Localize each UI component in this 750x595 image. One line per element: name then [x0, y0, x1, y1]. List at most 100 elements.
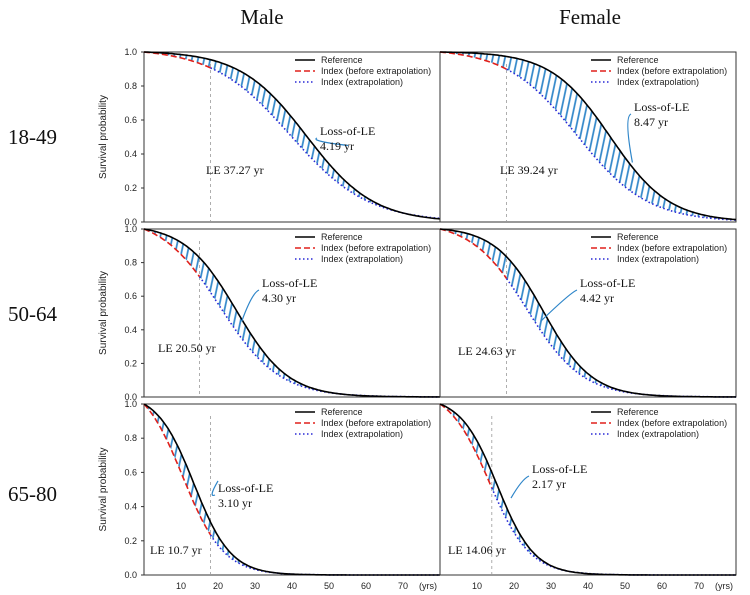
x-tick-label: 10	[176, 581, 186, 591]
panel-frame	[439, 228, 737, 398]
loss-of-le-value: 4.30 yr	[262, 291, 296, 305]
legend-label: Index (before extrapolation)	[617, 243, 727, 253]
index-before-curve	[143, 228, 201, 278]
row-title-50-64: 50-64	[8, 302, 57, 326]
legend-label: Reference	[617, 407, 659, 417]
y-tick-label: 0.4	[124, 502, 137, 512]
legend-label: Index (extrapolation)	[617, 254, 699, 264]
loss-of-le-value: 8.47 yr	[634, 115, 668, 129]
x-tick-label: 40	[287, 581, 297, 591]
panel-frame	[439, 403, 737, 576]
loss-area	[440, 229, 736, 397]
y-tick-label: 0.6	[124, 115, 137, 125]
loss-of-le-label: Loss-of-LE	[218, 481, 273, 495]
y-tick-label: 0.2	[124, 358, 137, 368]
legend-label: Reference	[321, 232, 363, 242]
loss-of-le-value: 3.10 yr	[218, 496, 252, 510]
loss-area	[144, 229, 440, 397]
y-tick-label: 0.2	[124, 536, 137, 546]
life-expectancy-label: LE 37.27 yr	[206, 163, 264, 177]
x-tick-label: 70	[694, 581, 704, 591]
loss-of-le-value: 2.17 yr	[532, 477, 566, 491]
legend-label: Index (extrapolation)	[321, 77, 403, 87]
reference-curve	[440, 51, 737, 221]
index-before-curve	[439, 51, 507, 70]
y-tick-label: 1.0	[124, 399, 137, 409]
legend-label: Index (before extrapolation)	[321, 418, 431, 428]
index-extrapolation-curve	[209, 534, 440, 576]
loss-of-le-label: Loss-of-LE	[634, 100, 689, 114]
panel-frame	[439, 51, 737, 223]
x-unit-label: (yrs)	[715, 581, 733, 591]
row-title-18-49: 18-49	[8, 125, 57, 149]
y-tick-label: 1.0	[124, 224, 137, 234]
loss-callout-line	[627, 113, 633, 163]
x-tick-label: 50	[620, 581, 630, 591]
panels-group: 0.0 0.2 0.4 0.6 0.8 1.0 Survival probability Re…	[98, 47, 737, 591]
loss-area	[440, 404, 736, 575]
legend-label: Reference	[321, 55, 363, 65]
legend-label: Reference	[321, 407, 363, 417]
x-tick-label: 10	[472, 581, 482, 591]
loss-callout-line	[211, 480, 219, 497]
y-tick-label: 0.2	[124, 183, 137, 193]
loss-area	[440, 52, 736, 221]
panel-male-65-80: 0.0 0.2 0.4 0.6 0.8 1.0 Survival probability 10…	[98, 399, 441, 591]
x-tick-label: 40	[583, 581, 593, 591]
loss-area	[144, 52, 440, 219]
index-before-curve	[143, 403, 212, 536]
index-extrapolation-curve	[506, 68, 737, 221]
legend-label: Index (before extrapolation)	[321, 243, 431, 253]
loss-of-le-value: 4.42 yr	[580, 291, 614, 305]
legend-label: Index (before extrapolation)	[321, 66, 431, 76]
y-tick-label: 0.6	[124, 467, 137, 477]
loss-of-le-label: Loss-of-LE	[532, 462, 587, 476]
y-tick-label: 0.8	[124, 433, 137, 443]
x-unit-label: (yrs)	[419, 581, 437, 591]
legend-label: Index (extrapolation)	[321, 429, 403, 439]
reference-curve	[143, 228, 440, 398]
loss-callout-line	[510, 475, 530, 499]
reference-curve	[143, 403, 440, 576]
x-tick-label: 60	[361, 581, 371, 591]
reference-curve	[143, 51, 441, 220]
index-before-curve	[439, 228, 508, 280]
y-tick-label: 0.4	[124, 149, 137, 159]
loss-of-le-label: Loss-of-LE	[320, 124, 375, 138]
loss-callout-line	[241, 289, 260, 322]
life-expectancy-label: LE 14.06 yr	[448, 543, 506, 557]
x-tick-label: 20	[509, 581, 519, 591]
index-extrapolation-curve	[198, 276, 440, 398]
reference-curve	[439, 403, 736, 576]
legend-label: Index (before extrapolation)	[617, 418, 727, 428]
legend-label: Index (extrapolation)	[617, 77, 699, 87]
x-tick-label: 20	[213, 581, 223, 591]
panel-male-18-49: 0.0 0.2 0.4 0.6 0.8 1.0 Survival probability Re…	[98, 47, 441, 227]
legend-label: Reference	[617, 55, 659, 65]
life-expectancy-label: LE 20.50 yr	[158, 341, 216, 355]
col-title-male: Male	[240, 5, 283, 29]
y-tick-label: 0.8	[124, 258, 137, 268]
y-tick-label: 0.6	[124, 291, 137, 301]
legend-label: Index (extrapolation)	[321, 254, 403, 264]
y-tick-label: 0.0	[124, 217, 137, 227]
index-extrapolation-curve	[491, 487, 736, 576]
x-tick-label: 50	[324, 581, 334, 591]
x-tick-label: 60	[657, 581, 667, 591]
loss-of-le-label: Loss-of-LE	[580, 276, 635, 290]
x-tick-label: 30	[546, 581, 556, 591]
loss-callout-line	[315, 137, 349, 147]
x-tick-label: 30	[250, 581, 260, 591]
x-tick-label: 70	[398, 581, 408, 591]
index-extrapolation-curve	[505, 278, 736, 398]
legend-label: Index (extrapolation)	[617, 429, 699, 439]
y-tick-label: 0.0	[124, 392, 137, 402]
y-axis-label: Survival probability	[98, 95, 109, 179]
y-tick-label: 0.4	[124, 325, 137, 335]
y-tick-label: 0.8	[124, 81, 137, 91]
y-tick-label: 1.0	[124, 47, 137, 57]
